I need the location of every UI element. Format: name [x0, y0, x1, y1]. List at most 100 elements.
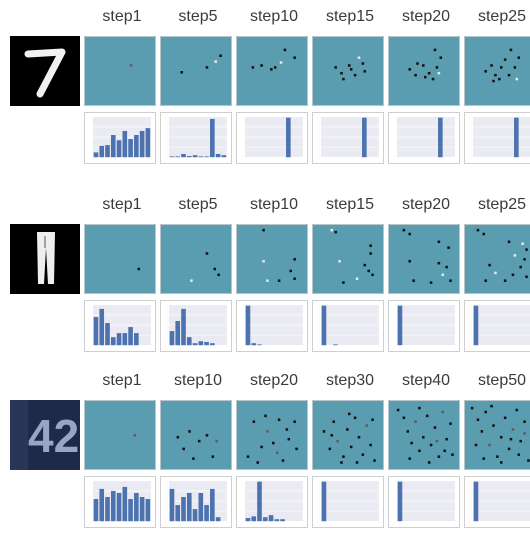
histogram-bar [210, 118, 215, 158]
histogram-bar [286, 117, 291, 158]
prediction-histogram [84, 112, 156, 164]
pixel-mark [197, 439, 201, 443]
sample-canvas [85, 401, 155, 469]
pixel-mark [488, 443, 491, 447]
pixel-mark [371, 273, 374, 277]
generated-sample [160, 400, 232, 470]
pixel-mark [517, 56, 521, 59]
pixel-mark [447, 246, 450, 249]
sample-canvas [389, 225, 459, 293]
histogram-bar [175, 505, 181, 522]
histogram-bar [204, 156, 209, 158]
histogram-bar [105, 145, 110, 158]
sample-row-1: step1 step5 step10 step15 step20 step25 [0, 0, 530, 180]
prediction-histogram [312, 112, 384, 164]
pixel-mark [272, 441, 275, 445]
step-header: step30 [325, 372, 375, 389]
pixel-mark [369, 252, 372, 255]
step-header: step20 [401, 8, 451, 25]
pixel-mark [507, 240, 511, 244]
pixel-mark [332, 420, 335, 423]
pixel-mark [429, 443, 433, 447]
pixel-mark [433, 48, 437, 52]
pixel-mark [396, 408, 400, 412]
pixel-mark [334, 66, 337, 69]
pixel-mark [205, 434, 209, 437]
sample-canvas [313, 401, 383, 469]
pixel-mark [338, 259, 341, 263]
pixel-mark [293, 277, 296, 280]
histogram-bar [145, 499, 151, 522]
histogram-bar [204, 342, 209, 346]
generated-sample [464, 36, 530, 106]
step-header: step15 [325, 196, 375, 213]
step-header: step20 [401, 196, 451, 213]
pixel-mark [266, 279, 269, 282]
pixel-mark [525, 275, 528, 279]
pixel-mark [211, 455, 215, 458]
histogram-bar [99, 308, 105, 346]
pixel-mark [507, 73, 511, 77]
histogram-bar [397, 305, 403, 346]
pixel-mark [266, 430, 269, 433]
pixel-mark [439, 56, 443, 59]
pixel-mark [418, 406, 421, 410]
histogram-bar [257, 344, 262, 346]
sample-canvas [313, 37, 383, 105]
histogram-bar [333, 344, 338, 346]
prediction-histogram [464, 300, 530, 352]
pixel-mark [369, 443, 372, 447]
pixel-mark [484, 279, 487, 282]
pixel-mark [205, 66, 209, 69]
histogram-bar [245, 305, 251, 346]
sample-canvas [237, 401, 307, 469]
pixel-mark [445, 437, 448, 441]
histogram-bar [169, 156, 175, 158]
generated-sample [388, 36, 460, 106]
pixel-mark [476, 228, 480, 232]
histogram-bar [245, 518, 251, 522]
pixel-mark [293, 258, 296, 261]
histogram-bar [116, 492, 122, 522]
source-image [10, 36, 80, 106]
sample-canvas [85, 225, 155, 293]
pixel-mark [180, 71, 183, 74]
pixel-mark [503, 58, 507, 61]
pixel-mark [449, 279, 452, 282]
pixel-mark [445, 265, 448, 269]
pixel-mark [408, 259, 411, 263]
pixel-mark [217, 273, 220, 277]
step-header: step1 [102, 8, 142, 25]
pixel-mark [346, 428, 349, 431]
histogram-bar [93, 316, 99, 346]
pixel-mark [289, 269, 293, 273]
histogram-bar [186, 492, 192, 522]
pixel-mark [474, 443, 478, 447]
sample-canvas [237, 225, 307, 293]
pixel-mark [523, 258, 526, 261]
histogram-bar [257, 481, 262, 522]
pixel-mark [293, 420, 296, 423]
histogram-bar [262, 517, 268, 522]
step-header: step10 [249, 196, 299, 213]
pixel-mark [188, 430, 191, 433]
prediction-histogram [388, 300, 460, 352]
sample-canvas [389, 37, 459, 105]
pixel-mark [334, 230, 337, 234]
histogram-bar [251, 343, 257, 346]
pixel-mark [433, 426, 437, 429]
pixel-mark [513, 254, 517, 257]
sample-canvas [161, 225, 231, 293]
histogram-bar [215, 154, 221, 158]
prediction-histogram [84, 300, 156, 352]
pixel-mark [406, 430, 410, 433]
pixel-mark [330, 434, 334, 437]
histogram-bar [274, 519, 280, 522]
histogram-bar [198, 492, 204, 522]
histogram-bar [134, 492, 139, 522]
pixel-mark [503, 279, 507, 282]
pixel-mark [256, 461, 259, 464]
pixel-mark [422, 64, 425, 67]
histogram-bar [362, 117, 367, 158]
pixel-mark [322, 430, 326, 433]
